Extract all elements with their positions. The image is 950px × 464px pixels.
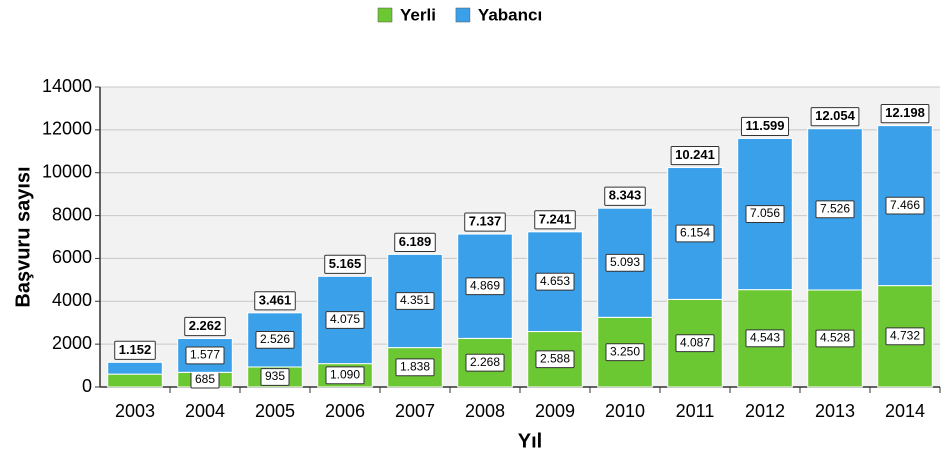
value-label-box xyxy=(675,224,715,243)
x-tick-label: 2011 xyxy=(676,401,715,421)
x-tick-label: 2010 xyxy=(605,401,645,421)
value-label: 4.732 xyxy=(890,328,920,342)
x-axis-label: Yıl xyxy=(518,430,542,452)
total-label-box xyxy=(184,316,226,337)
legend-swatch xyxy=(377,7,393,23)
value-label-box xyxy=(885,196,925,215)
x-tick-label: 2003 xyxy=(115,401,155,421)
total-label-box xyxy=(324,254,366,274)
total-label-box xyxy=(810,107,860,127)
value-label-box xyxy=(675,334,715,353)
value-label: 7.466 xyxy=(890,198,920,212)
value-label: 1.577 xyxy=(190,348,220,362)
value-label: 4.869 xyxy=(470,278,500,292)
value-label: 5.093 xyxy=(610,255,640,269)
value-label-box xyxy=(395,292,435,310)
value-label-box xyxy=(815,329,855,348)
value-label: 2.268 xyxy=(470,355,500,369)
value-label-box xyxy=(325,311,365,329)
legend-label: Yabancı xyxy=(478,5,542,24)
y-tick-label: 4000 xyxy=(52,290,92,310)
bar-segment xyxy=(107,361,163,375)
plot-background xyxy=(100,87,940,387)
x-tick-label: 2007 xyxy=(395,401,435,421)
value-label-box xyxy=(745,329,785,348)
x-tick-label: 2006 xyxy=(325,401,365,421)
value-label: 7.526 xyxy=(820,202,850,216)
total-label-box xyxy=(464,212,506,232)
total-label: 3.461 xyxy=(259,292,292,307)
total-label-box xyxy=(254,291,296,311)
value-label: 4.351 xyxy=(400,293,430,307)
value-label: 4.528 xyxy=(820,331,850,345)
value-label: 4.653 xyxy=(540,274,570,288)
y-tick-label: 14000 xyxy=(42,76,92,96)
value-label: 6.154 xyxy=(680,226,710,240)
y-tick-label: 8000 xyxy=(52,204,92,224)
total-label-box xyxy=(394,232,436,252)
value-label-box xyxy=(815,200,855,219)
x-tick-label: 2014 xyxy=(885,401,925,421)
y-tick-label: 10000 xyxy=(42,161,92,181)
value-label-box xyxy=(465,277,505,296)
total-label-box xyxy=(534,210,576,230)
total-label: 11.599 xyxy=(745,118,784,133)
total-label-box xyxy=(604,186,646,206)
x-tick-label: 2004 xyxy=(185,401,225,421)
legend-swatch xyxy=(455,7,471,23)
x-tick-label: 2005 xyxy=(255,401,295,421)
legend-label: Yerli xyxy=(400,5,436,24)
value-label-box xyxy=(395,358,435,377)
total-label: 7.241 xyxy=(539,211,572,226)
y-axis-label: Başvuru sayısı xyxy=(12,166,34,307)
value-label-box xyxy=(255,331,295,349)
y-tick-label: 6000 xyxy=(52,247,92,267)
value-label-box xyxy=(535,272,575,291)
x-tick-label: 2012 xyxy=(745,401,785,421)
value-label: 685 xyxy=(195,372,215,386)
value-label-box xyxy=(605,343,645,362)
total-label-box xyxy=(670,145,720,166)
bar-segment xyxy=(107,373,163,388)
value-label: 935 xyxy=(265,369,285,383)
value-label: 4.075 xyxy=(330,312,360,326)
x-tick-label: 2008 xyxy=(465,401,505,421)
y-tick-label: 12000 xyxy=(42,119,92,139)
value-label: 3.250 xyxy=(610,344,640,358)
total-label: 10.241 xyxy=(675,147,715,162)
value-label: 4.543 xyxy=(750,330,780,344)
value-label-box xyxy=(325,366,365,385)
value-label-box xyxy=(605,253,645,272)
x-tick-label: 2009 xyxy=(535,401,575,421)
value-label-box xyxy=(885,327,925,346)
value-label: 1.090 xyxy=(330,367,360,381)
total-label: 12.198 xyxy=(885,105,925,120)
value-label: 2.588 xyxy=(540,351,570,365)
value-label: 4.087 xyxy=(680,335,710,349)
value-label: 7.056 xyxy=(750,206,780,220)
value-label-box xyxy=(745,205,785,223)
y-tick-label: 0 xyxy=(82,376,92,396)
total-label: 1.152 xyxy=(119,342,152,357)
total-label: 5.165 xyxy=(329,256,362,271)
value-label-box xyxy=(535,350,575,369)
y-tick-label: 2000 xyxy=(52,333,92,353)
total-label-box xyxy=(114,340,156,360)
total-label: 12.054 xyxy=(815,108,856,123)
total-label-box xyxy=(740,116,790,137)
x-tick-label: 2013 xyxy=(815,401,855,421)
total-label: 2.262 xyxy=(189,318,222,333)
value-label-box xyxy=(260,368,290,386)
value-label: 2.526 xyxy=(260,332,290,346)
total-label-box xyxy=(880,104,930,124)
value-label-box xyxy=(185,346,225,365)
value-label-box xyxy=(465,353,505,372)
total-label: 7.137 xyxy=(469,214,502,229)
total-label: 6.189 xyxy=(399,234,432,249)
total-label: 8.343 xyxy=(609,188,642,203)
value-label: 1.838 xyxy=(400,359,430,373)
